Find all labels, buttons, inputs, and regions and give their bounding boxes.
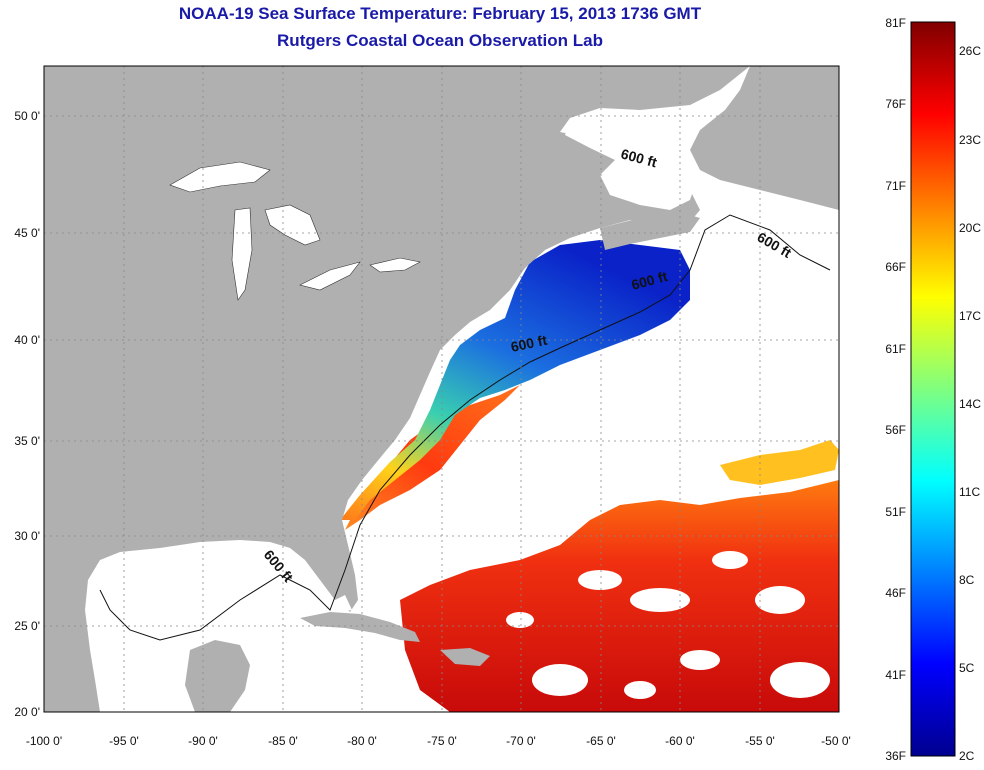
colorbar-c-label: 17C <box>959 309 981 323</box>
lon-tick: -70 0' <box>506 734 536 748</box>
colorbar-gradient <box>910 21 956 757</box>
cloud-gaps <box>506 551 830 699</box>
florida-bay <box>335 595 352 612</box>
colorbar-f-label: 66F <box>885 260 906 274</box>
colorbar-c-labels: 26C 23C 20C 17C 14C 11C 8C 5C 2C <box>959 44 981 763</box>
colorbar-c-label: 14C <box>959 397 981 411</box>
graticule <box>44 66 839 712</box>
yucatan-land <box>185 640 250 712</box>
lon-tick: -50 0' <box>821 734 851 748</box>
colorbar-c-label: 23C <box>959 133 981 147</box>
lat-axis: 50 0' 45 0' 40 0' 35 0' 30 0' 25 0' 20 0… <box>14 109 40 719</box>
colorbar-c-label: 2C <box>959 749 975 763</box>
sst-warm-atlantic <box>400 480 839 712</box>
lat-tick: 40 0' <box>14 333 40 347</box>
sst-gulf-stream <box>345 385 520 530</box>
map-title: NOAA-19 Sea Surface Temperature: Februar… <box>178 4 702 23</box>
colorbar-f-label: 56F <box>885 423 906 437</box>
lon-tick: -85 0' <box>268 734 298 748</box>
nova-scotia-land <box>600 212 700 250</box>
lat-tick: 35 0' <box>14 434 40 448</box>
cuba-land <box>300 612 420 642</box>
sst-yellow-patches <box>720 440 839 485</box>
colorbar-f-label: 51F <box>885 505 906 519</box>
gulf-st-lawrence <box>565 118 700 210</box>
colorbar: 81F 76F 71F 66F 61F 56F 51F 46F 41F 36F … <box>885 16 981 763</box>
lon-tick: -95 0' <box>109 734 139 748</box>
lon-tick: -80 0' <box>347 734 377 748</box>
isobath-600ft <box>99 214 831 641</box>
colorbar-c-label: 8C <box>959 573 975 587</box>
lat-tick: 50 0' <box>14 109 40 123</box>
colorbar-f-label: 71F <box>885 179 906 193</box>
colorbar-f-label: 41F <box>885 668 906 682</box>
map-subtitle: Rutgers Coastal Ocean Observation Lab <box>277 31 603 50</box>
colorbar-f-label: 36F <box>885 749 906 763</box>
colorbar-c-label: 20C <box>959 221 981 235</box>
lon-tick: -90 0' <box>188 734 218 748</box>
colorbar-c-label: 5C <box>959 661 975 675</box>
lat-tick: 25 0' <box>14 619 40 633</box>
colorbar-c-label: 11C <box>959 485 980 499</box>
great-lakes <box>169 161 421 301</box>
sst-shelf-waters <box>340 240 690 520</box>
lon-tick: -55 0' <box>745 734 775 748</box>
colorbar-f-label: 46F <box>885 586 906 600</box>
lat-tick: 20 0' <box>14 705 40 719</box>
newfoundland-land <box>690 66 839 210</box>
lat-tick: 45 0' <box>14 226 40 240</box>
colorbar-f-label: 81F <box>885 16 906 30</box>
colorbar-c-label: 26C <box>959 44 981 58</box>
hispaniola-land <box>440 648 490 666</box>
colorbar-f-label: 76F <box>885 97 906 111</box>
depth-label-midatlantic: 600 ft <box>509 332 548 355</box>
lon-tick: -65 0' <box>586 734 616 748</box>
lon-tick: -100 0' <box>26 734 62 748</box>
north-america-land <box>44 66 750 712</box>
lon-tick: -75 0' <box>427 734 457 748</box>
colorbar-f-label: 61F <box>885 342 906 356</box>
lon-axis: -100 0' -95 0' -90 0' -85 0' -80 0' -75 … <box>26 734 851 748</box>
lon-tick: -60 0' <box>665 734 695 748</box>
lat-tick: 30 0' <box>14 529 40 543</box>
colorbar-f-labels: 81F 76F 71F 66F 61F 56F 51F 46F 41F 36F <box>885 16 906 763</box>
map-frame <box>43 65 840 713</box>
